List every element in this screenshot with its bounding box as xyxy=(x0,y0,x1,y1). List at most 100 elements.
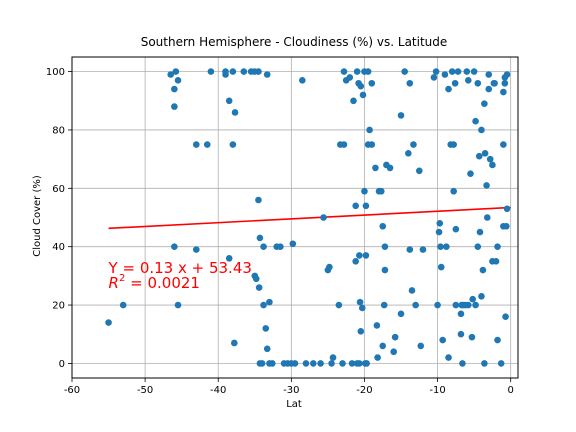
r-squared-r: R xyxy=(109,274,119,292)
x-tick-label: 0 xyxy=(508,385,514,396)
r-squared-label: R2 = 0.0021 xyxy=(109,273,200,292)
data-point xyxy=(408,287,416,294)
data-point xyxy=(410,141,417,148)
data-point xyxy=(381,243,389,250)
y-tick-label: 80 xyxy=(52,125,65,136)
data-point xyxy=(483,214,491,221)
data-point xyxy=(309,360,317,367)
data-point xyxy=(401,68,408,75)
x-tick-label: -30 xyxy=(283,385,299,396)
data-point xyxy=(352,257,359,265)
regression-layer xyxy=(108,206,511,230)
data-point xyxy=(481,100,488,107)
data-point xyxy=(299,77,306,84)
y-tick-label: 0 xyxy=(59,359,65,370)
data-point xyxy=(419,246,427,253)
data-point xyxy=(240,68,248,75)
data-point xyxy=(494,243,501,250)
data-point xyxy=(486,155,494,163)
data-point xyxy=(174,77,182,84)
y-tick-label: 20 xyxy=(52,301,65,312)
data-point xyxy=(501,79,509,87)
data-point xyxy=(474,79,482,87)
data-point xyxy=(397,310,405,318)
data-point xyxy=(291,360,299,367)
data-point xyxy=(229,141,237,148)
data-point xyxy=(340,68,348,75)
data-point xyxy=(326,263,333,271)
data-point xyxy=(317,360,324,367)
data-point xyxy=(222,68,229,75)
data-point xyxy=(255,196,262,204)
data-point xyxy=(359,91,367,99)
data-point xyxy=(386,164,394,172)
data-point xyxy=(406,246,414,253)
data-point xyxy=(346,74,354,81)
data-point xyxy=(397,112,405,119)
data-point xyxy=(174,301,182,309)
data-point xyxy=(256,234,264,242)
data-point xyxy=(260,301,267,309)
data-point xyxy=(417,342,425,350)
data-point xyxy=(171,243,178,250)
x-tick-label: -10 xyxy=(429,385,445,396)
data-point xyxy=(252,275,260,283)
data-point xyxy=(467,170,474,178)
data-point xyxy=(470,68,478,75)
data-point xyxy=(463,68,471,75)
data-point xyxy=(352,202,359,210)
data-point xyxy=(412,301,419,309)
data-point xyxy=(263,71,271,78)
data-point xyxy=(497,360,505,367)
data-point xyxy=(443,243,450,250)
data-point xyxy=(503,222,510,230)
r-squared-sup: 2 xyxy=(119,273,125,284)
data-point xyxy=(260,243,267,250)
data-point xyxy=(390,348,398,356)
data-point xyxy=(225,97,233,105)
data-point xyxy=(105,319,112,326)
data-point xyxy=(452,225,460,233)
data-point xyxy=(451,79,459,87)
chart-title: Southern Hemisphere - Cloudiness (%) vs.… xyxy=(141,35,448,49)
data-point xyxy=(335,301,343,309)
data-point xyxy=(302,360,310,367)
data-point xyxy=(231,339,238,347)
data-point xyxy=(405,150,412,157)
data-point xyxy=(231,109,239,116)
data-point xyxy=(457,330,465,338)
data-point xyxy=(255,284,263,291)
data-point xyxy=(377,187,385,195)
data-point xyxy=(353,68,361,75)
data-point xyxy=(356,360,363,367)
data-point xyxy=(492,257,500,265)
data-point xyxy=(357,328,365,335)
data-point xyxy=(172,68,180,75)
regression-equation: Y = 0.13 x + 53.43 xyxy=(108,259,252,277)
data-point xyxy=(491,79,498,87)
data-point xyxy=(364,68,372,75)
data-point xyxy=(500,141,507,148)
data-point xyxy=(207,68,215,75)
data-point xyxy=(430,74,438,81)
data-point xyxy=(503,205,511,213)
data-point xyxy=(481,360,488,367)
data-point xyxy=(339,360,346,367)
data-point xyxy=(485,71,493,78)
data-point xyxy=(277,243,284,250)
data-point xyxy=(494,336,501,344)
data-point xyxy=(374,354,381,361)
data-point xyxy=(379,222,387,230)
data-point xyxy=(472,301,479,309)
data-point xyxy=(502,313,509,321)
data-point xyxy=(363,360,370,367)
data-point xyxy=(406,79,414,87)
data-point xyxy=(439,336,446,344)
data-point xyxy=(478,126,485,134)
data-point xyxy=(475,152,483,160)
data-point xyxy=(368,141,376,148)
data-point xyxy=(368,79,376,87)
data-point xyxy=(450,187,457,195)
data-point xyxy=(203,141,211,148)
